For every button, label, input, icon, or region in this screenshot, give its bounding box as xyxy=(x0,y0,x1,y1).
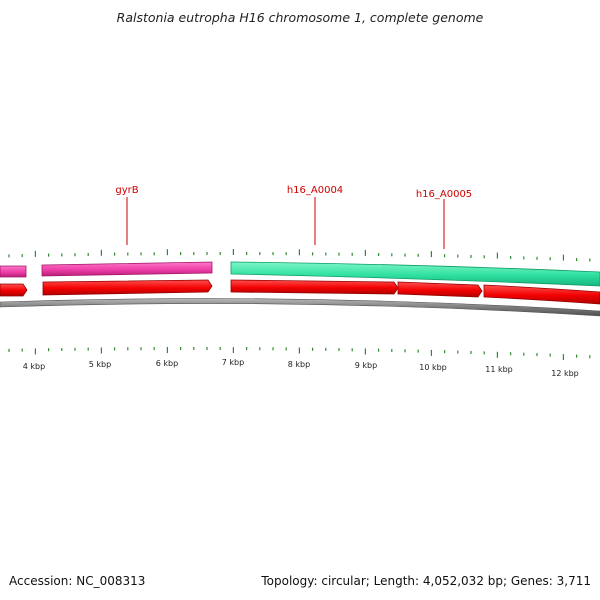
top-scale-ticks xyxy=(8,249,591,262)
scale-label-11kbp: 11 kbp xyxy=(485,365,513,374)
red-feature-gyrb[interactable] xyxy=(42,279,213,296)
red-feature-a0005[interactable] xyxy=(397,281,483,298)
magenta-feature-gyrb[interactable] xyxy=(41,261,213,277)
scale-label-group: 4 kbp 5 kbp 6 kbp 7 kbp 8 kbp 9 kbp 10 k… xyxy=(23,358,579,378)
scale-label-5kbp: 5 kbp xyxy=(89,360,111,369)
scale-label-12kbp: 12 kbp xyxy=(551,369,579,378)
red-feature-right[interactable] xyxy=(483,284,600,305)
scale-label-7kbp: 7 kbp xyxy=(222,358,244,367)
red-feature-left[interactable] xyxy=(0,283,28,297)
genome-backbone xyxy=(0,298,600,317)
scale-label-9kbp: 9 kbp xyxy=(355,361,377,370)
gene-label-group: gyrB h16_A0004 h16_A0005 xyxy=(115,185,472,249)
magenta-feature-left[interactable] xyxy=(0,265,27,278)
feature-tracks xyxy=(0,261,600,317)
red-feature-a0004[interactable] xyxy=(230,279,399,295)
gene-label-a0005: h16_A0005 xyxy=(416,189,472,200)
teal-feature[interactable] xyxy=(230,261,600,287)
genome-summary-text: Topology: circular; Length: 4,052,032 bp… xyxy=(261,574,591,588)
gene-label-a0004: h16_A0004 xyxy=(287,185,343,196)
gene-label-gyrb: gyrB xyxy=(115,185,138,196)
bottom-scale-ticks xyxy=(8,347,591,361)
scale-label-10kbp: 10 kbp xyxy=(419,363,447,372)
accession-text: Accession: NC_008313 xyxy=(9,574,146,588)
scale-label-4kbp: 4 kbp xyxy=(23,362,45,371)
scale-label-8kbp: 8 kbp xyxy=(288,360,310,369)
scale-label-6kbp: 6 kbp xyxy=(156,359,178,368)
map-title: Ralstonia eutropha H16 chromosome 1, com… xyxy=(116,10,484,25)
